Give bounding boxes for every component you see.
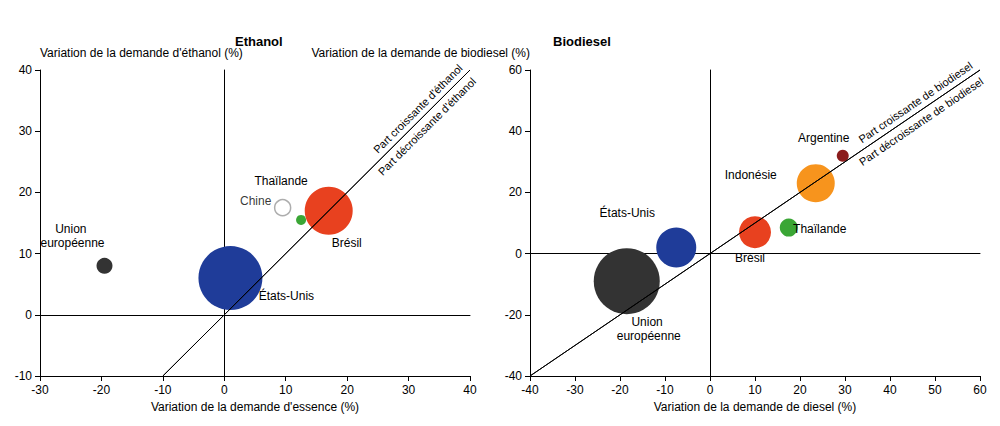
- svg-text:60: 60: [973, 383, 987, 397]
- svg-text:10: 10: [748, 383, 762, 397]
- svg-text:-10: -10: [154, 383, 172, 397]
- svg-text:-20: -20: [505, 308, 523, 322]
- svg-text:Chine: Chine: [240, 194, 272, 208]
- svg-text:40: 40: [19, 63, 33, 77]
- svg-text:Indonésie: Indonésie: [725, 168, 777, 182]
- svg-text:Variation de la demande d'esse: Variation de la demande d'essence (%): [151, 400, 359, 414]
- svg-text:40: 40: [883, 383, 897, 397]
- svg-text:40: 40: [509, 124, 523, 138]
- svg-text:Ethanol: Ethanol: [235, 34, 283, 49]
- svg-text:-30: -30: [31, 383, 49, 397]
- svg-text:Variation de la demande d'étha: Variation de la demande d'éthanol (%): [40, 46, 243, 60]
- svg-text:0: 0: [25, 308, 32, 322]
- svg-text:Part croissante d'éthanol: Part croissante d'éthanol: [370, 61, 465, 156]
- svg-text:-10: -10: [656, 383, 674, 397]
- svg-text:30: 30: [19, 124, 33, 138]
- svg-text:Brésil: Brésil: [332, 236, 362, 250]
- svg-text:Variation de la demande de bio: Variation de la demande de biodiesel (%): [311, 46, 530, 60]
- svg-text:Part décroissante d'éthanol: Part décroissante d'éthanol: [376, 75, 478, 177]
- svg-text:Union: Union: [55, 222, 90, 236]
- svg-text:-10: -10: [15, 369, 33, 383]
- svg-text:20: 20: [509, 185, 523, 199]
- svg-text:-20: -20: [93, 383, 111, 397]
- svg-text:Thaïlande: Thaïlande: [254, 174, 308, 188]
- svg-text:Brésil: Brésil: [735, 251, 765, 265]
- svg-text:10: 10: [279, 383, 293, 397]
- svg-text:Argentine: Argentine: [798, 131, 850, 145]
- svg-text:États-Unis: États-Unis: [600, 205, 655, 220]
- svg-text:Union: Union: [631, 315, 666, 329]
- svg-text:20: 20: [793, 383, 807, 397]
- svg-text:États-Unis: États-Unis: [259, 288, 314, 303]
- svg-text:0: 0: [515, 247, 522, 261]
- svg-text:50: 50: [928, 383, 942, 397]
- svg-text:30: 30: [402, 383, 416, 397]
- svg-text:20: 20: [19, 185, 33, 199]
- svg-text:-40: -40: [505, 369, 523, 383]
- svg-text:60: 60: [509, 63, 523, 77]
- svg-text:0: 0: [221, 383, 228, 397]
- svg-text:-20: -20: [611, 383, 629, 397]
- svg-text:Part décroissante de biodiesel: Part décroissante de biodiesel: [857, 75, 985, 168]
- svg-text:Biodiesel: Biodiesel: [553, 34, 611, 49]
- svg-text:Part croissante de biodiesel: Part croissante de biodiesel: [856, 59, 975, 146]
- svg-text:Variation de la demande de die: Variation de la demande de diesel (%): [654, 400, 857, 414]
- svg-text:européenne: européenne: [40, 236, 104, 250]
- svg-text:-30: -30: [566, 383, 584, 397]
- svg-text:européenne: européenne: [617, 329, 681, 343]
- svg-text:20: 20: [340, 383, 354, 397]
- svg-text:30: 30: [838, 383, 852, 397]
- svg-text:10: 10: [19, 247, 33, 261]
- svg-text:40: 40: [463, 383, 477, 397]
- svg-text:0: 0: [707, 383, 714, 397]
- svg-text:-40: -40: [521, 383, 539, 397]
- svg-text:Thaïlande: Thaïlande: [793, 222, 847, 236]
